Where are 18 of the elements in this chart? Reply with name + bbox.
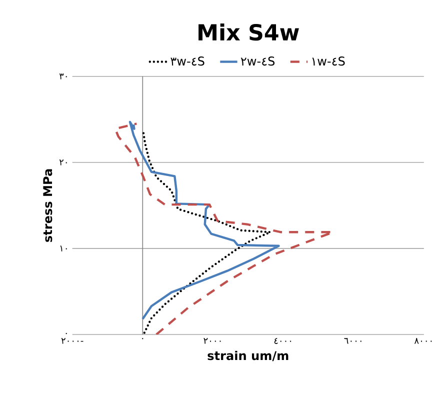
chart-title: Mix S4w (198, 24, 299, 41)
x-axis-title: strain um/m (208, 350, 288, 362)
y-tick-label: ١٠ (60, 246, 67, 252)
x-tick-label: ٢٠٠٠ (204, 338, 221, 344)
x-tick-label: ٤٠٠٠ (274, 338, 292, 344)
y-tick-label: ٠ (66, 333, 67, 334)
legend-label: ٢w-٤S (240, 56, 275, 66)
y-tick-label: ٣٠ (59, 74, 67, 80)
x-tick-label: ٨٠٠٠ (414, 338, 432, 344)
line-series (128, 120, 280, 320)
legend-label: ١w-٤S (312, 56, 345, 66)
line-series (142, 131, 272, 334)
y-axis-title: stress MPa (43, 169, 52, 242)
x-tick-label: ٠ (142, 338, 144, 340)
x-tick-label: ٦٠٠٠ (344, 338, 362, 344)
x-tick-label: ٢٠٠٠- (61, 338, 84, 344)
y-tick-label: ٢٠ (59, 160, 67, 166)
legend-label: ٣w-٤S (170, 56, 204, 66)
